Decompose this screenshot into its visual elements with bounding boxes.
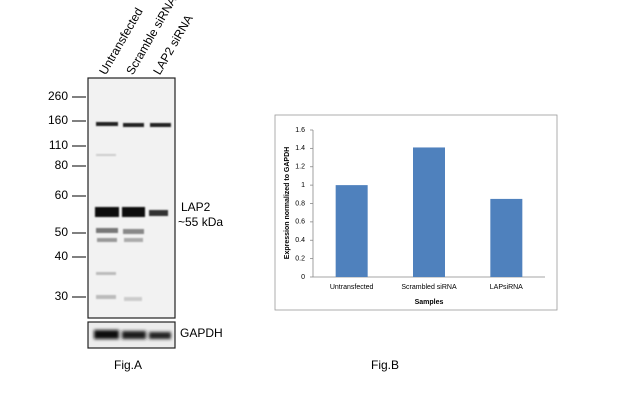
y-tick-label: 0.8 — [295, 200, 305, 207]
marker-label: 80 — [55, 158, 69, 172]
blot-membrane — [87, 77, 176, 319]
marker-label: 30 — [55, 289, 69, 303]
y-tick-label: 0.2 — [295, 255, 305, 262]
control-label: GAPDH — [180, 326, 223, 340]
marker-label: 50 — [55, 225, 69, 239]
bar — [335, 185, 368, 277]
gapdh-bands — [94, 330, 171, 339]
bar — [413, 147, 445, 277]
caption: Fig.B — [371, 358, 399, 372]
blot-bands — [95, 122, 171, 301]
y-tick-label: 1 — [301, 182, 305, 189]
marker-label: 110 — [49, 138, 68, 152]
x-tick-label: Untransfected — [330, 284, 374, 291]
marker-label: 60 — [55, 188, 69, 202]
x-tick-label: Scrambled siRNA — [401, 284, 457, 291]
x-axis-label: Samples — [415, 299, 444, 306]
bar-chart: Fig.B Samples Expression normalized to G… — [274, 114, 558, 372]
x-tick-label: LAPsiRNA — [490, 284, 523, 291]
marker-label: 160 — [48, 113, 68, 127]
y-tick-label: 0 — [301, 274, 305, 281]
y-tick-label: 1.6 — [295, 127, 305, 134]
y-tick-label: 0.6 — [295, 219, 305, 226]
y-tick-label: 1.4 — [295, 145, 305, 152]
caption: Fig.A — [114, 358, 142, 372]
band-size: ~55 kDa — [178, 215, 223, 229]
y-axis-label: Expression normalized to GAPDH — [284, 147, 291, 259]
y-tick-label: 0.4 — [295, 237, 305, 244]
bar — [490, 198, 523, 277]
y-tick-label: 1.2 — [295, 164, 305, 171]
marker-label: 260 — [48, 89, 68, 103]
band-label: LAP2 — [181, 200, 211, 214]
marker-label: 40 — [55, 249, 69, 263]
